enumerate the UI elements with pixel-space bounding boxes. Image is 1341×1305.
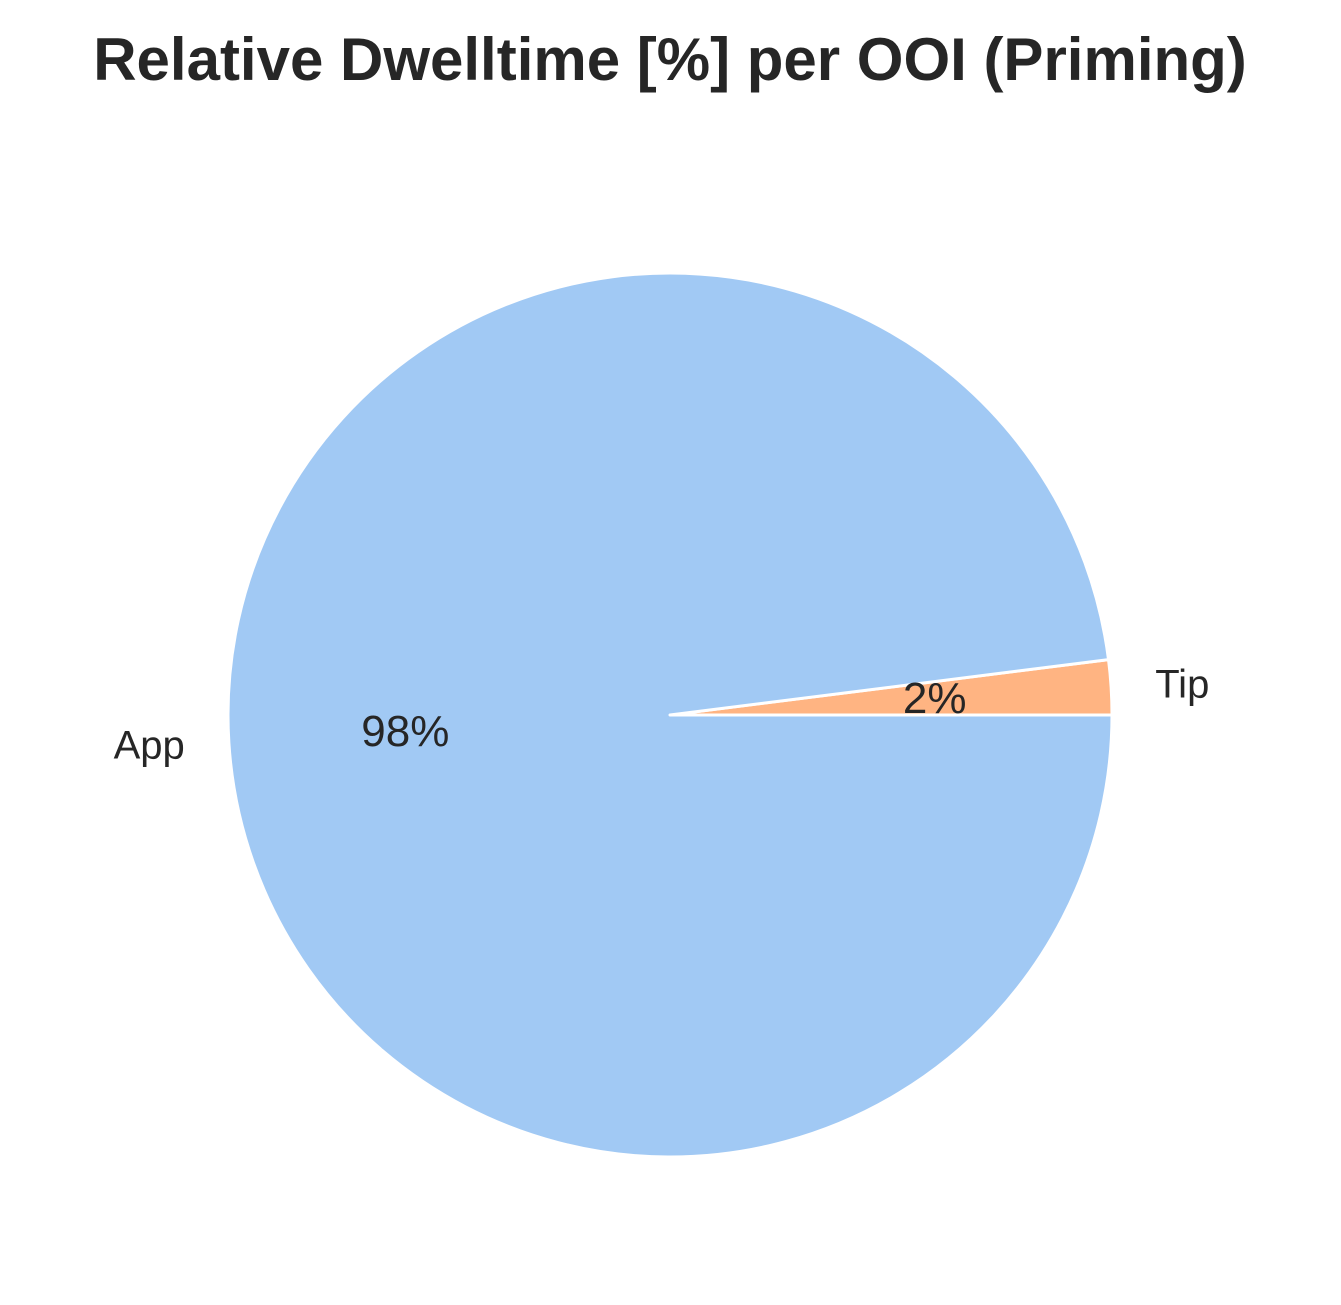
slice-percent-app: 98% (361, 707, 449, 756)
pie-labels: Tip 2% App 98% (114, 662, 1210, 767)
pie-slices (226, 271, 1114, 1159)
slice-label-tip: Tip (1155, 662, 1209, 706)
slice-label-app: App (114, 724, 185, 768)
chart-title: Relative Dwelltime [%] per OOI (Priming) (93, 26, 1247, 93)
pie-slice-app (226, 271, 1114, 1159)
slice-percent-tip: 2% (903, 674, 967, 723)
